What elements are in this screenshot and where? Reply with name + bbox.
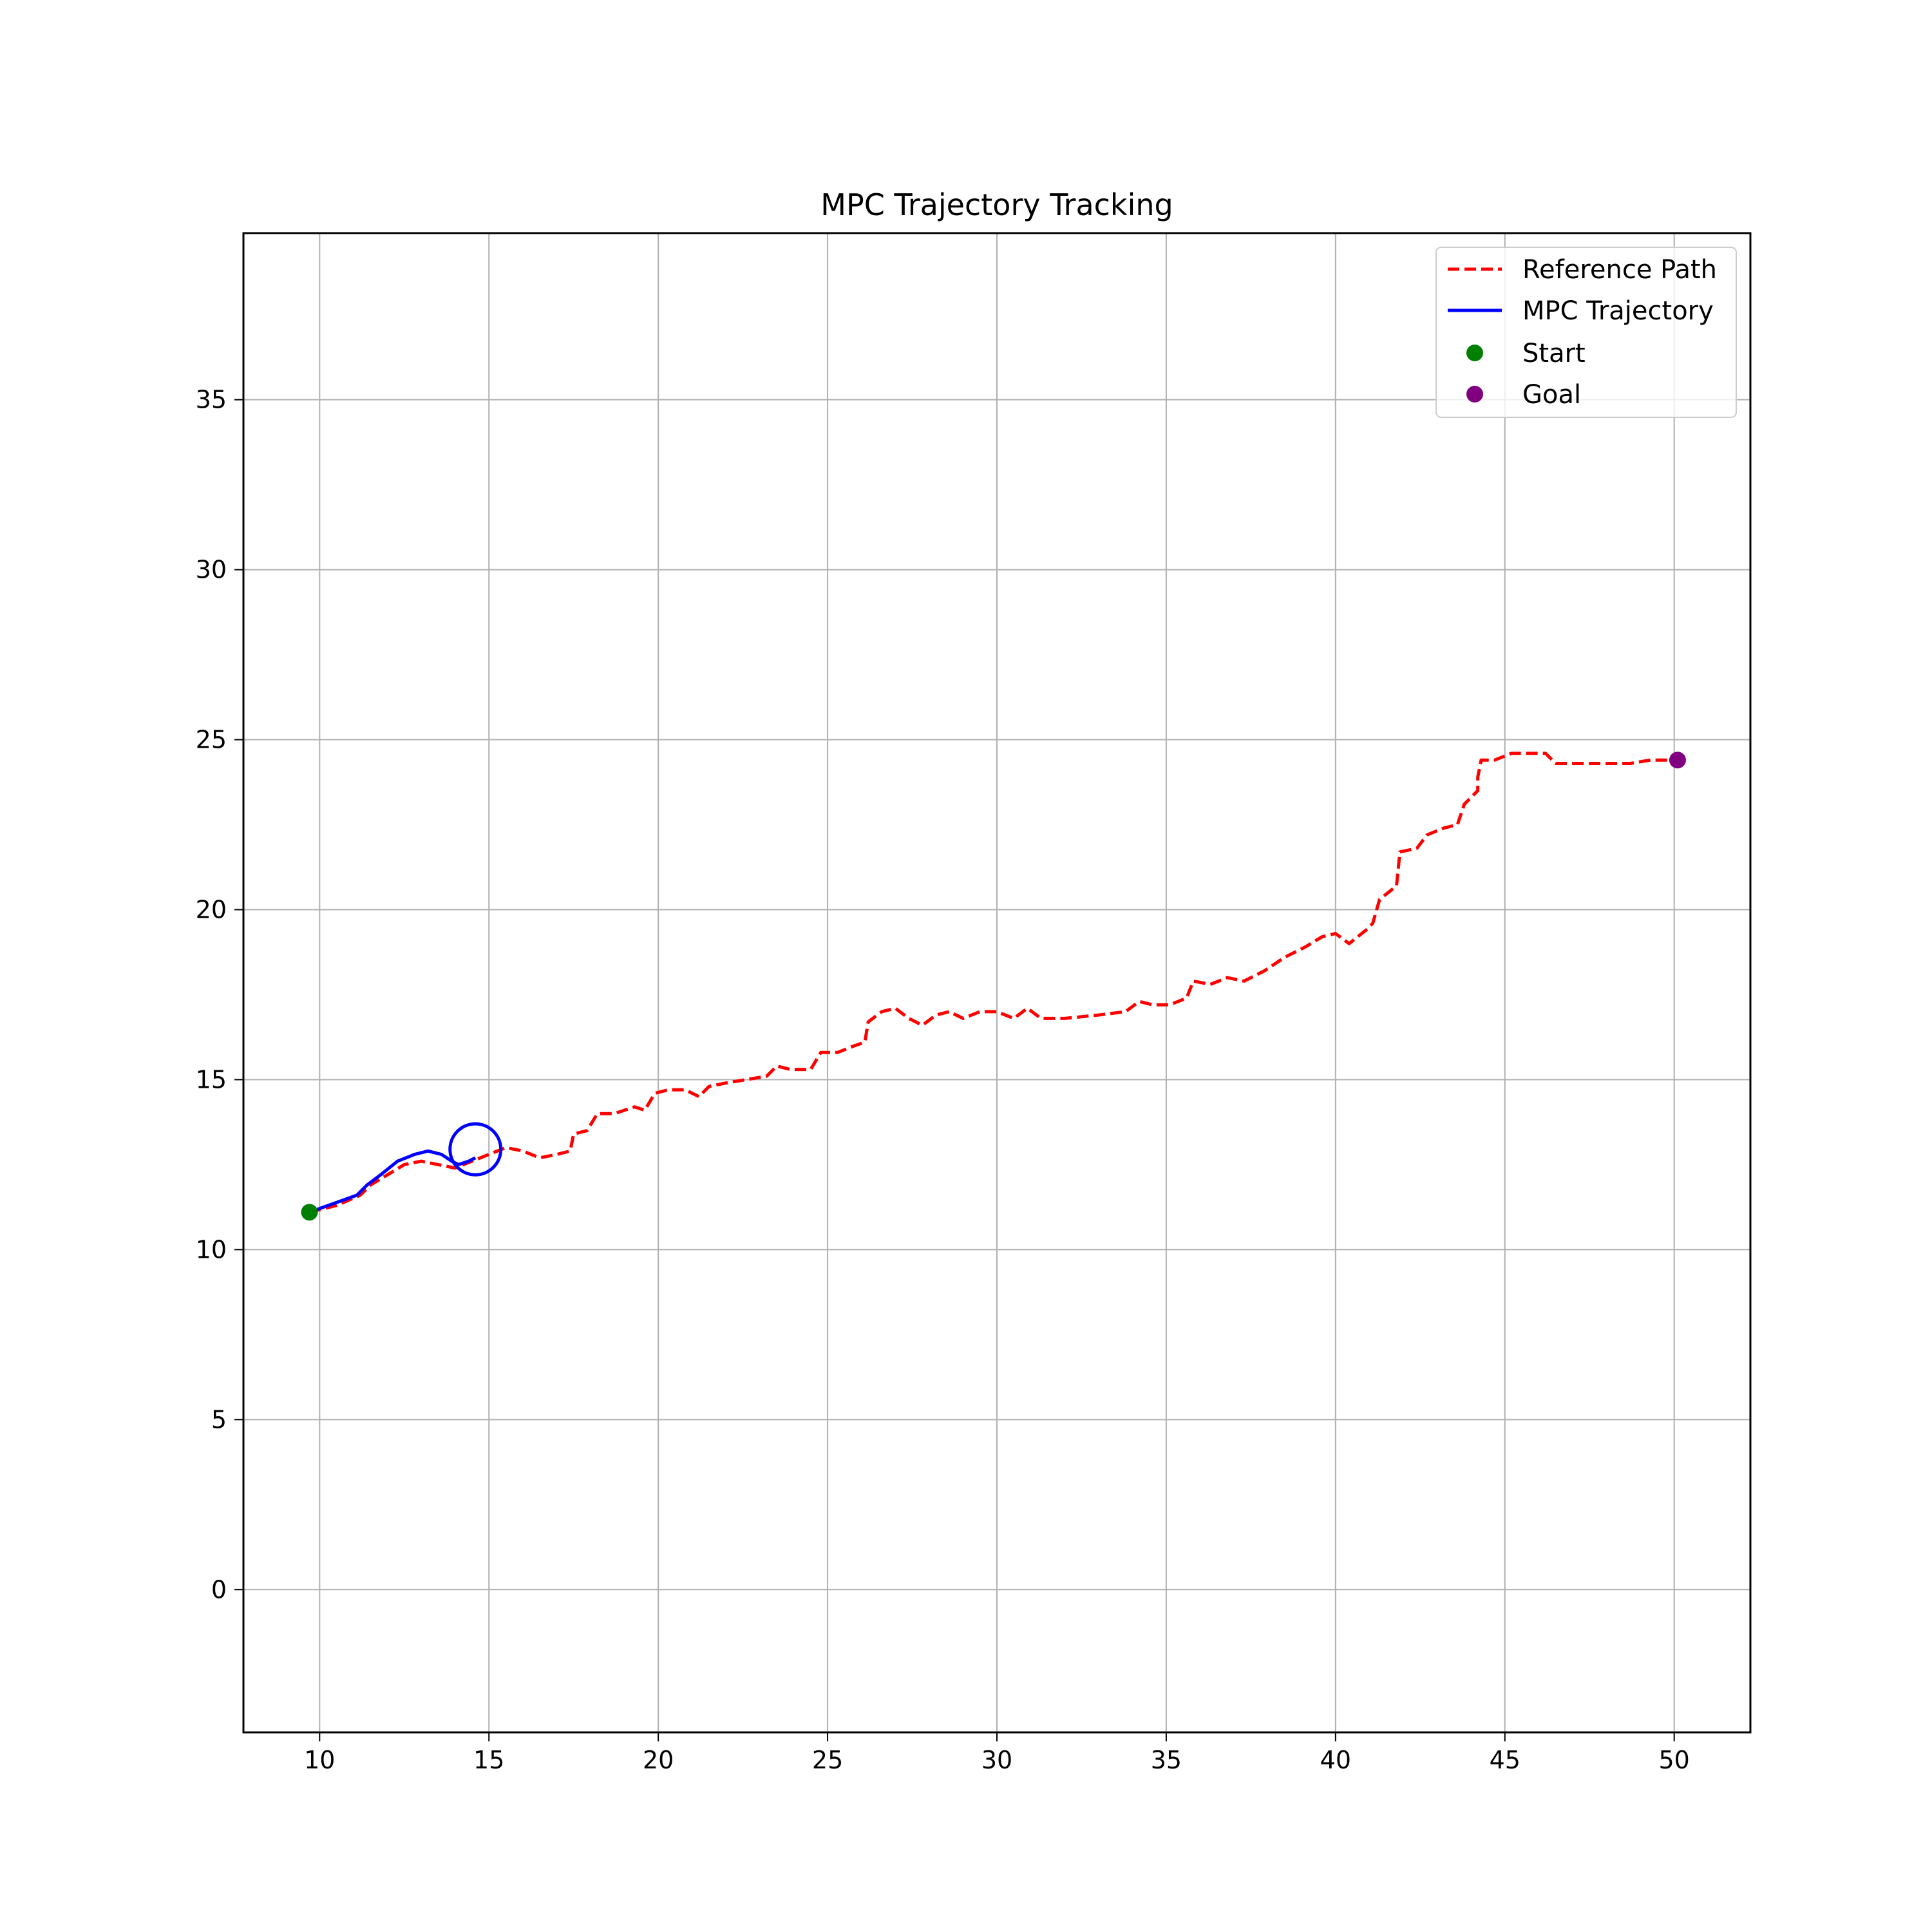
x-tick-label: 40 bbox=[1320, 1746, 1351, 1774]
y-tick-label: 5 bbox=[211, 1405, 227, 1434]
legend-reference-path-label: Reference Path bbox=[1522, 255, 1717, 285]
y-tick-label: 35 bbox=[196, 386, 227, 414]
x-tick-label: 35 bbox=[1151, 1746, 1182, 1774]
legend-mpc-trajectory-label: MPC Trajectory bbox=[1522, 296, 1714, 326]
x-tick-label: 50 bbox=[1659, 1746, 1690, 1774]
x-tick-label: 25 bbox=[812, 1746, 843, 1774]
reference-path-line bbox=[308, 752, 1678, 1214]
legend-start-label: Start bbox=[1522, 339, 1586, 368]
legend-goal-label: Goal bbox=[1522, 380, 1581, 410]
legend-goal-marker bbox=[1466, 386, 1483, 402]
ticks: 10 15 20 25 30 35 40 45 50 0 5 10 15 20 25 30 35 bbox=[196, 386, 1690, 1774]
vehicle-footprint-circle bbox=[448, 1122, 503, 1177]
y-tick-label: 30 bbox=[196, 556, 227, 584]
x-tick-label: 45 bbox=[1490, 1746, 1520, 1774]
y-tick-label: 15 bbox=[196, 1065, 227, 1094]
y-tick-label: 20 bbox=[196, 896, 227, 924]
y-tick-label: 10 bbox=[196, 1235, 227, 1264]
goal-marker bbox=[1669, 752, 1686, 769]
x-tick-label: 30 bbox=[981, 1746, 1012, 1774]
legend: Reference Path MPC Trajectory Start Goal bbox=[1435, 247, 1737, 418]
y-tick-label: 25 bbox=[196, 726, 227, 754]
x-tick-label: 20 bbox=[643, 1746, 674, 1774]
x-tick-label: 10 bbox=[304, 1746, 335, 1774]
plot-area bbox=[301, 752, 1686, 1221]
x-tick-label: 15 bbox=[473, 1746, 504, 1774]
mpc-trajectory-line bbox=[308, 1149, 477, 1214]
legend-frame bbox=[1435, 247, 1737, 418]
chart-title: MPC Trajectory Tracking bbox=[820, 187, 1173, 222]
y-tick-label: 0 bbox=[211, 1575, 227, 1604]
start-marker bbox=[301, 1204, 318, 1221]
grid bbox=[243, 233, 1750, 1732]
legend-start-marker bbox=[1466, 345, 1483, 361]
